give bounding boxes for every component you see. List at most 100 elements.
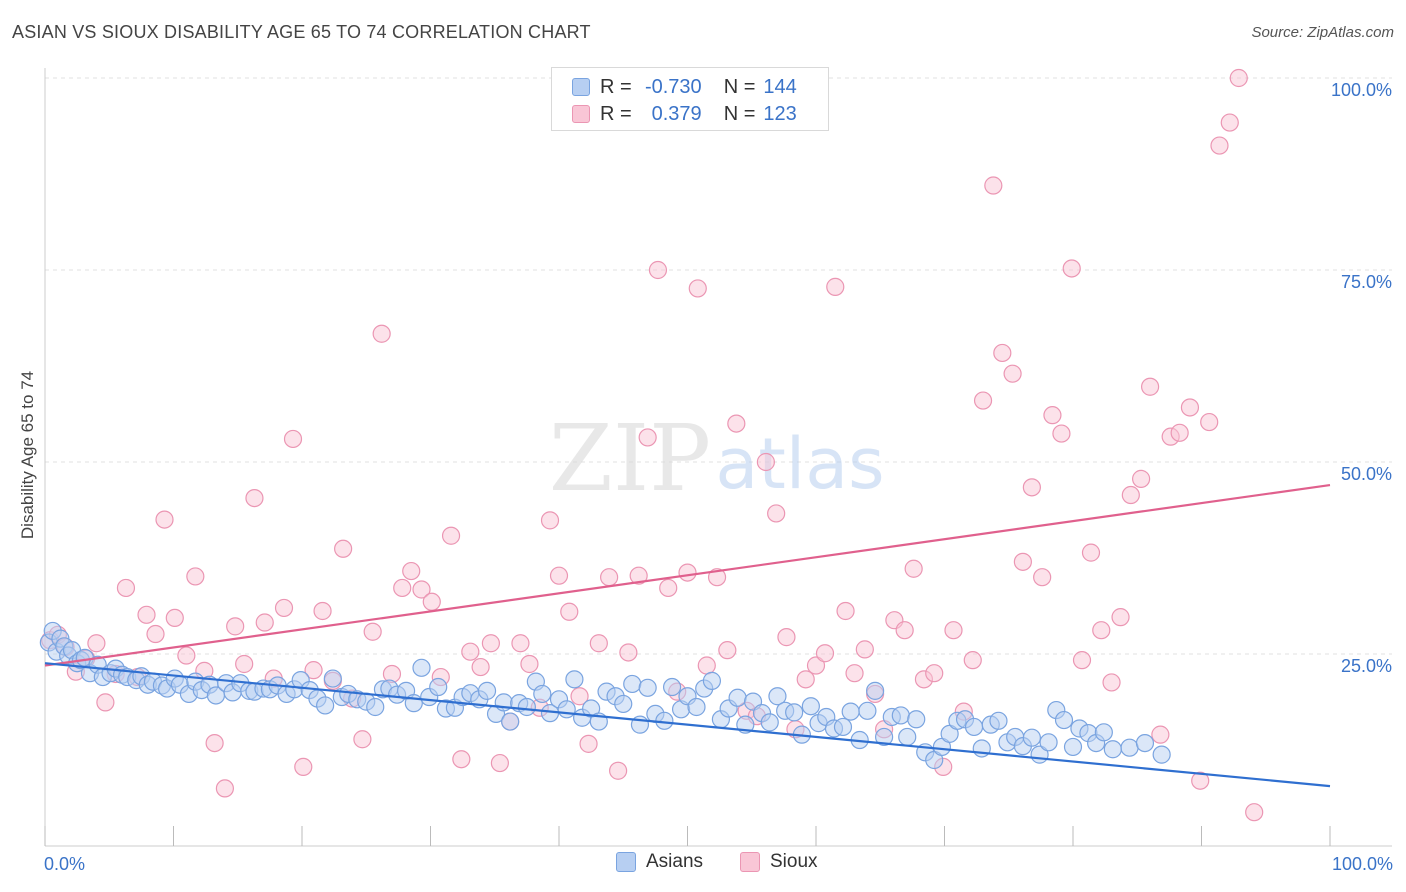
sioux-point (461, 642, 480, 661)
y-tick-label: 50.0% (1341, 464, 1392, 484)
asian-point (841, 702, 860, 721)
legend-swatch-sioux (740, 852, 760, 872)
sioux-point (255, 613, 274, 632)
sioux-point (1092, 621, 1111, 640)
r-value: 0.379 (651, 102, 702, 125)
sioux-point (452, 750, 471, 769)
asian-point (1135, 733, 1155, 753)
sioux-point (697, 656, 716, 675)
sioux-point (177, 646, 196, 665)
sioux-point (1180, 398, 1200, 417)
sioux-point (1170, 423, 1189, 442)
sioux-point (560, 602, 579, 621)
legend-swatch-asians (616, 852, 636, 872)
sioux-point (1003, 364, 1022, 383)
sioux-point (304, 661, 323, 680)
sioux-point (481, 634, 500, 653)
asian-point (785, 703, 804, 722)
sioux-point (806, 656, 826, 675)
sioux-point (944, 621, 963, 640)
asian-point (1094, 723, 1113, 742)
sioux-point (855, 640, 874, 659)
asian-point (1103, 740, 1122, 759)
sioux-point (963, 651, 982, 670)
sioux-point (589, 634, 608, 653)
x-tick-label: 100.0% (1332, 854, 1393, 874)
r-label: R = (600, 75, 632, 98)
sioux-point (1132, 469, 1151, 488)
asian-point (768, 687, 787, 706)
asian-point (623, 674, 642, 694)
sioux-point (393, 578, 412, 598)
sioux-point (767, 504, 786, 523)
asian-point (517, 697, 536, 717)
y-tick-label: 25.0% (1341, 656, 1392, 676)
n-label: N = (723, 75, 756, 98)
sioux-point (520, 654, 539, 674)
sioux-point (1052, 424, 1071, 443)
asian-point (1022, 728, 1041, 747)
axes (44, 68, 1392, 847)
sioux-point (245, 488, 264, 508)
sioux-point (186, 567, 205, 586)
sioux-point (895, 621, 914, 640)
sioux-point (334, 539, 353, 558)
sioux-point (993, 343, 1012, 363)
sioux-swatch (572, 105, 590, 123)
sioux-point (1121, 485, 1140, 505)
sioux-point (1111, 608, 1130, 627)
sioux-point (1102, 673, 1121, 692)
sioux-point (984, 176, 1003, 195)
n-value: 144 (763, 75, 797, 98)
x-tick-label: 0.0% (44, 854, 85, 874)
sioux-point (412, 580, 431, 599)
asian-point (614, 694, 633, 714)
sioux-point (1062, 259, 1081, 278)
legend-item-sioux[interactable]: Sioux (740, 851, 818, 873)
chart-title: ASIAN VS SIOUX DISABILITY AGE 65 TO 74 C… (12, 22, 591, 42)
sioux-point (1013, 552, 1032, 571)
sioux-point (372, 324, 391, 343)
r-label: R = (600, 102, 632, 125)
sioux-point (1033, 568, 1052, 587)
sioux-point (1245, 803, 1264, 822)
sioux-point (796, 670, 815, 689)
y-tick-label: 100.0% (1331, 80, 1392, 100)
sioux-point (619, 643, 638, 662)
legend-item-asians[interactable]: Asians (616, 851, 703, 873)
sioux-point (678, 563, 697, 582)
asian-point (760, 713, 779, 732)
asian-point (801, 697, 820, 716)
sioux-point (87, 634, 106, 653)
sioux-point (1200, 412, 1219, 432)
sioux-point (1022, 478, 1041, 497)
sioux-trend-line (44, 483, 1331, 667)
sioux-point (353, 730, 372, 749)
asian-point (1039, 733, 1058, 752)
watermark-atlas: atlas (715, 423, 884, 505)
asian-point (662, 677, 682, 697)
sioux-point (570, 687, 589, 706)
sioux-point (235, 654, 254, 674)
stats-row-sioux: R = 0.379 N = 123 (572, 101, 797, 127)
sioux-point (600, 568, 619, 587)
stats-box: R = -0.730 N = 144 R = 0.379 N = 123 (551, 67, 829, 131)
n-label: N = (723, 102, 756, 125)
sioux-point (1229, 68, 1248, 88)
sioux-point (688, 279, 707, 298)
sioux-point (540, 511, 560, 530)
source-label: Source: ZipAtlas.com (1251, 24, 1394, 41)
asian-trend-line (44, 662, 1331, 788)
sioux-point (826, 277, 845, 296)
sioux-point (609, 761, 628, 780)
asian-point (1152, 745, 1171, 764)
gridlines (45, 77, 1392, 655)
watermark-zip: ZIP (549, 405, 711, 512)
sioux-point (1140, 377, 1160, 396)
asian-points (39, 621, 1171, 770)
sioux-point (313, 601, 332, 621)
asian-point (323, 669, 342, 688)
sioux-point (96, 693, 115, 712)
sioux-point (756, 452, 775, 472)
